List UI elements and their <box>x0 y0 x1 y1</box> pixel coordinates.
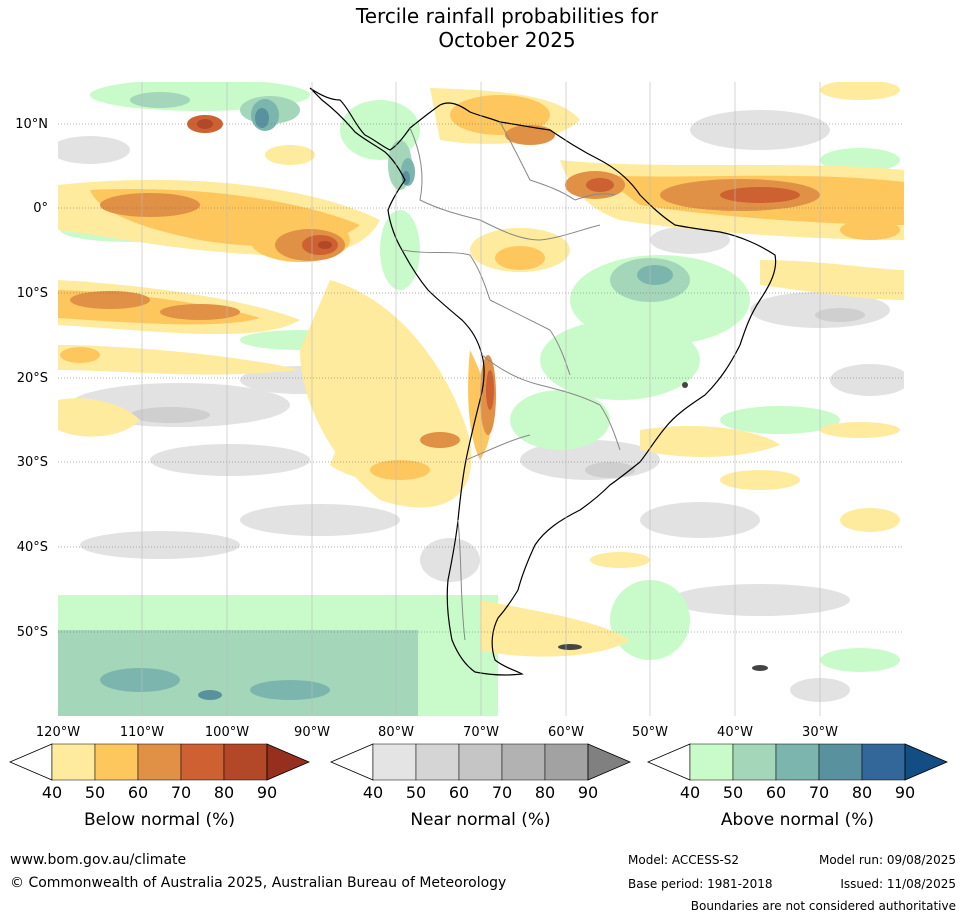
colorbar-tick-label: 50 <box>85 783 105 802</box>
colorbar-tick-label: 80 <box>214 783 234 802</box>
colorbar-legends: 40 50 60 70 80 90 Below normal (%) 40 50 60 70 80 90… <box>8 743 949 830</box>
colorbar-tick-label: 40 <box>42 783 62 802</box>
colorbar-tick-label: 70 <box>171 783 191 802</box>
colorbar-cell <box>458 743 503 781</box>
lat-label: 0° <box>33 201 48 216</box>
lat-label: 10°S <box>17 286 48 301</box>
copyright-text: © Commonwealth of Australia 2025, Austra… <box>10 875 507 891</box>
colorbar-cell <box>501 743 546 781</box>
colorbar-extend-low <box>329 743 374 781</box>
title-line-2: October 2025 <box>438 28 576 52</box>
country-borders <box>401 121 621 641</box>
colorbar-extend-low <box>646 743 691 781</box>
colorbar-tick-label: 60 <box>766 783 786 802</box>
lon-label: 90°W <box>294 725 330 740</box>
colorbar-cell <box>137 743 182 781</box>
colorbar-cell <box>732 743 777 781</box>
latitude-labels: 10°N 0° 10°S 20°S 30°S 40°S 50°S <box>15 117 48 640</box>
lon-label: 50°W <box>632 725 668 740</box>
colorbar-tick-label: 70 <box>809 783 829 802</box>
near-normal-strong <box>130 308 865 478</box>
colorbar-tick-label: 40 <box>680 783 700 802</box>
probability-field <box>58 82 904 716</box>
lat-label: 50°S <box>17 625 48 640</box>
lon-label: 30°W <box>802 725 838 740</box>
colorbar-title: Above normal (%) <box>721 810 874 830</box>
above-normal-colorbar: 40 50 60 70 80 90 Above normal (%) <box>646 743 949 830</box>
boundary-disclaimer: Boundaries are not considered authoritat… <box>690 899 956 913</box>
near-normal-patches <box>58 110 904 702</box>
colorbar-tick-label: 60 <box>128 783 148 802</box>
website-link[interactable]: www.bom.gov.au/climate <box>10 852 187 868</box>
title-line-1: Tercile rainfall probabilities for <box>355 4 659 28</box>
colorbar-cell <box>372 743 417 781</box>
below-normal-colorbar: 40 50 60 70 80 90 Below normal (%) <box>8 743 311 830</box>
colorbar-tick-label: 90 <box>578 783 598 802</box>
colorbar-tick-label: 80 <box>852 783 872 802</box>
colorbar-tick-label: 50 <box>406 783 426 802</box>
colorbar-tick-label: 60 <box>449 783 469 802</box>
colorbar-cell <box>544 743 589 781</box>
model-name: Model: ACCESS-S2 <box>628 853 740 867</box>
colorbar-tick-label: 80 <box>535 783 555 802</box>
colorbar-title: Near normal (%) <box>410 810 550 830</box>
islands <box>558 382 768 671</box>
colorbar-extend-high <box>587 743 632 781</box>
colorbar-cell <box>223 743 268 781</box>
below-normal-70 <box>187 115 800 410</box>
colorbar-extend-high <box>904 743 949 781</box>
south-america-coastline <box>309 87 777 676</box>
map-title: Tercile rainfall probabilities for Octob… <box>0 4 965 52</box>
lat-label: 20°S <box>17 371 48 386</box>
lat-label: 10°N <box>15 117 48 132</box>
model-run: Model run: 09/08/2025 <box>818 853 956 867</box>
longitude-gridlines <box>141 82 821 716</box>
colorbar-cell <box>861 743 906 781</box>
lon-label: 70°W <box>463 725 499 740</box>
colorbar-cell <box>775 743 820 781</box>
lon-label: 120°W <box>36 725 80 740</box>
above-normal-70 <box>198 108 410 700</box>
colorbar-extend-low <box>8 743 53 781</box>
colorbar-cell <box>689 743 734 781</box>
colorbar-cell <box>415 743 460 781</box>
colorbar-cell <box>180 743 225 781</box>
lat-label: 30°S <box>17 455 48 470</box>
colorbar-tick-label: 40 <box>363 783 383 802</box>
colorbar-tick-label: 70 <box>492 783 512 802</box>
near-normal-colorbar: 40 50 60 70 80 90 Near normal (%) <box>329 743 632 830</box>
colorbar-tick-label: 50 <box>723 783 743 802</box>
issued-date: Issued: 11/08/2025 <box>840 877 956 891</box>
lon-label: 60°W <box>548 725 584 740</box>
colorbar-cell <box>94 743 139 781</box>
colorbar-cell <box>51 743 96 781</box>
longitude-labels: 120°W 110°W 100°W 90°W 80°W 70°W 60°W 50… <box>36 725 838 740</box>
lon-label: 110°W <box>120 725 164 740</box>
colorbar-tick-label: 90 <box>257 783 277 802</box>
lon-label: 40°W <box>717 725 753 740</box>
colorbar-extend-high <box>266 743 311 781</box>
lon-label: 100°W <box>205 725 249 740</box>
lat-label: 40°S <box>17 540 48 555</box>
lon-label: 80°W <box>378 725 414 740</box>
colorbar-title: Below normal (%) <box>84 810 235 830</box>
base-period: Base period: 1981-2018 <box>628 877 773 891</box>
colorbar-cell <box>818 743 863 781</box>
colorbar-tick-label: 90 <box>895 783 915 802</box>
